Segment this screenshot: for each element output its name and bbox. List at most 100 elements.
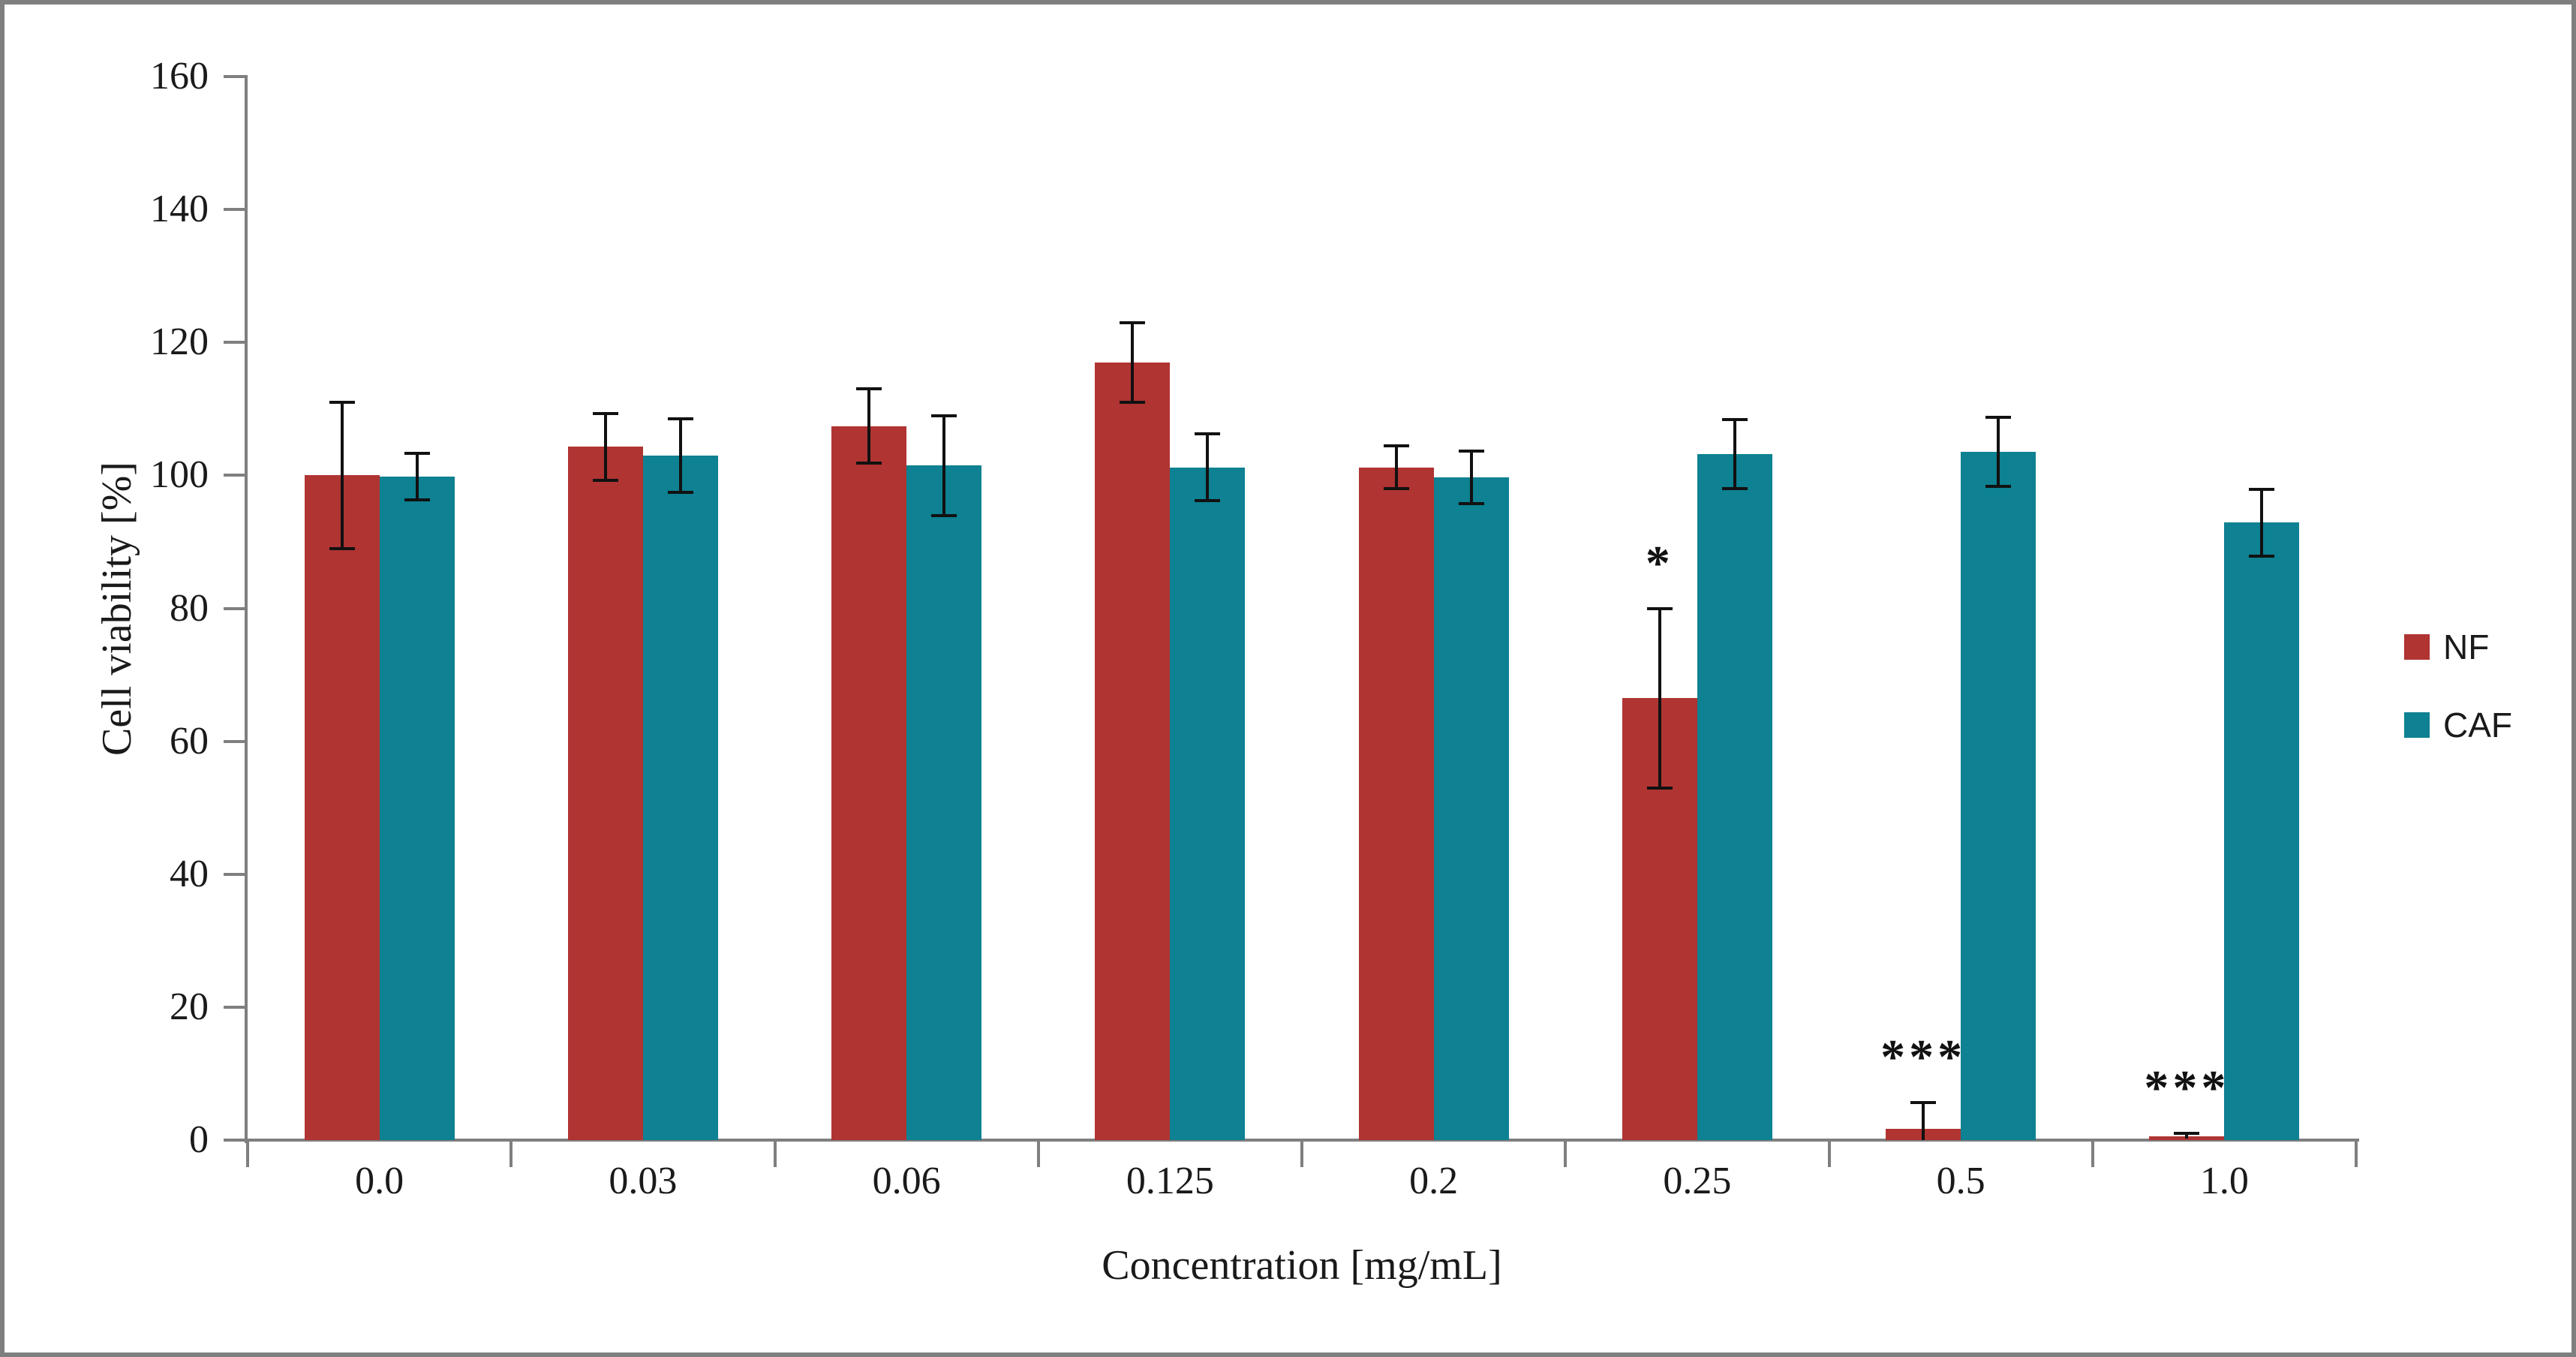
y-tick-label: 40	[170, 852, 209, 895]
error-bar-cap-top	[1721, 417, 1748, 421]
legend-label-CAF: CAF	[2443, 706, 2512, 745]
x-tick-mark	[773, 1140, 777, 1167]
error-bar-cap-bottom	[1646, 786, 1673, 790]
bar-NF	[831, 426, 907, 1140]
error-bar-cap-top	[856, 387, 882, 391]
error-bar-cap-top	[1646, 606, 1673, 610]
x-tick-label: 0.5	[1936, 1160, 1985, 1202]
error-bar-cap-top	[1910, 1101, 1937, 1105]
bar-NF	[1095, 362, 1171, 1140]
error-bar-line	[1922, 1103, 1925, 1140]
error-bar-line	[1658, 608, 1661, 788]
legend-entry-CAF: CAF	[2404, 704, 2512, 746]
x-tick-mark	[2091, 1140, 2094, 1167]
error-bar-cap-bottom	[2249, 554, 2275, 558]
significance-stars: ***	[2144, 1061, 2230, 1116]
legend-label-NF: NF	[2443, 627, 2490, 666]
y-tick-label: 80	[170, 586, 209, 630]
x-tick-label: 0.25	[1663, 1160, 1732, 1202]
x-axis-title: Concentration [mg/mL]	[1102, 1242, 1502, 1289]
error-bar-line	[1131, 322, 1135, 402]
y-tick-mark	[224, 739, 248, 743]
error-bar-cap-top	[1120, 320, 1146, 324]
error-bar-line	[1733, 419, 1736, 489]
y-axis-line	[245, 77, 248, 1143]
bar-CAF	[1961, 452, 2036, 1140]
significance-stars: ***	[1880, 1030, 1967, 1085]
bar-CAF	[1697, 454, 1772, 1140]
bar-NF	[1358, 467, 1434, 1140]
error-bar-cap-top	[667, 417, 693, 421]
bar-NF	[567, 447, 643, 1140]
error-bar-line	[942, 415, 946, 516]
error-bar-cap-top	[1985, 416, 2012, 420]
y-tick-mark	[224, 872, 248, 876]
legend-swatch-CAF	[2404, 712, 2430, 738]
y-tick-mark	[224, 1005, 248, 1009]
error-bar-cap-top	[2174, 1132, 2200, 1136]
bar-NF	[304, 475, 380, 1140]
error-bar-cap-bottom	[1721, 487, 1748, 491]
y-tick-mark	[224, 606, 248, 610]
y-tick-mark	[224, 341, 248, 345]
error-bar-line	[2185, 1133, 2189, 1139]
error-bar-cap-bottom	[592, 478, 618, 482]
error-bar-cap-top	[592, 412, 618, 415]
error-bar-line	[1469, 450, 1473, 504]
y-tick-mark	[224, 75, 248, 78]
x-tick-label: 0.2	[1409, 1160, 1459, 1202]
legend-entry-NF: NF	[2404, 626, 2512, 668]
error-bar-cap-top	[1195, 432, 1221, 436]
error-bar-cap-top	[329, 400, 355, 404]
error-bar-cap-bottom	[1120, 400, 1146, 404]
error-bar-cap-bottom	[404, 498, 430, 502]
y-tick-label: 20	[170, 985, 209, 1028]
x-tick-mark	[1827, 1140, 1831, 1167]
x-tick-label: 0.03	[609, 1160, 678, 1202]
x-tick-label: 0.06	[872, 1160, 941, 1202]
error-bar-line	[867, 389, 871, 464]
y-tick-label: 140	[150, 188, 209, 231]
error-bar-line	[678, 419, 682, 492]
x-tick-mark	[2355, 1140, 2358, 1167]
x-tick-mark	[1036, 1140, 1040, 1167]
bar-CAF	[906, 465, 982, 1140]
error-bar-cap-top	[404, 452, 430, 456]
error-bar-cap-top	[1458, 449, 1484, 453]
y-tick-mark	[224, 474, 248, 477]
bar-CAF	[1433, 477, 1509, 1140]
error-bar-cap-bottom	[931, 513, 957, 517]
bar-CAF	[1170, 467, 1246, 1140]
error-bar-line	[1394, 446, 1398, 489]
x-tick-label: 0.0	[355, 1160, 404, 1202]
bar-CAF	[379, 477, 455, 1140]
error-bar-cap-bottom	[667, 490, 693, 494]
error-bar-cap-top	[931, 414, 957, 417]
y-tick-mark	[224, 208, 248, 212]
bar-CAF	[2224, 522, 2300, 1140]
x-tick-mark	[509, 1140, 513, 1167]
y-tick-label: 100	[150, 453, 209, 497]
error-bar-cap-top	[2249, 487, 2275, 491]
error-bar-line	[415, 453, 419, 501]
x-tick-label: 1.0	[2199, 1160, 2249, 1202]
legend-swatch-NF	[2404, 634, 2430, 660]
error-bar-cap-bottom	[1985, 485, 2012, 489]
error-bar-line	[1206, 434, 1210, 501]
y-tick-label: 0	[189, 1118, 209, 1161]
x-tick-label: 0.125	[1126, 1160, 1214, 1202]
legend: NF CAF	[2404, 626, 2512, 782]
y-tick-label: 160	[150, 55, 209, 98]
y-tick-label: 120	[150, 320, 209, 364]
error-bar-line	[340, 402, 344, 549]
error-bar-cap-top	[1383, 444, 1409, 448]
significance-stars: *	[1645, 535, 1674, 591]
error-bar-cap-bottom	[1458, 502, 1484, 506]
bar-CAF	[642, 455, 718, 1140]
x-tick-mark	[246, 1140, 249, 1167]
error-bar-cap-bottom	[329, 546, 355, 550]
error-bar-line	[2260, 489, 2264, 556]
error-bar-line	[603, 414, 607, 480]
x-tick-mark	[1300, 1140, 1303, 1167]
